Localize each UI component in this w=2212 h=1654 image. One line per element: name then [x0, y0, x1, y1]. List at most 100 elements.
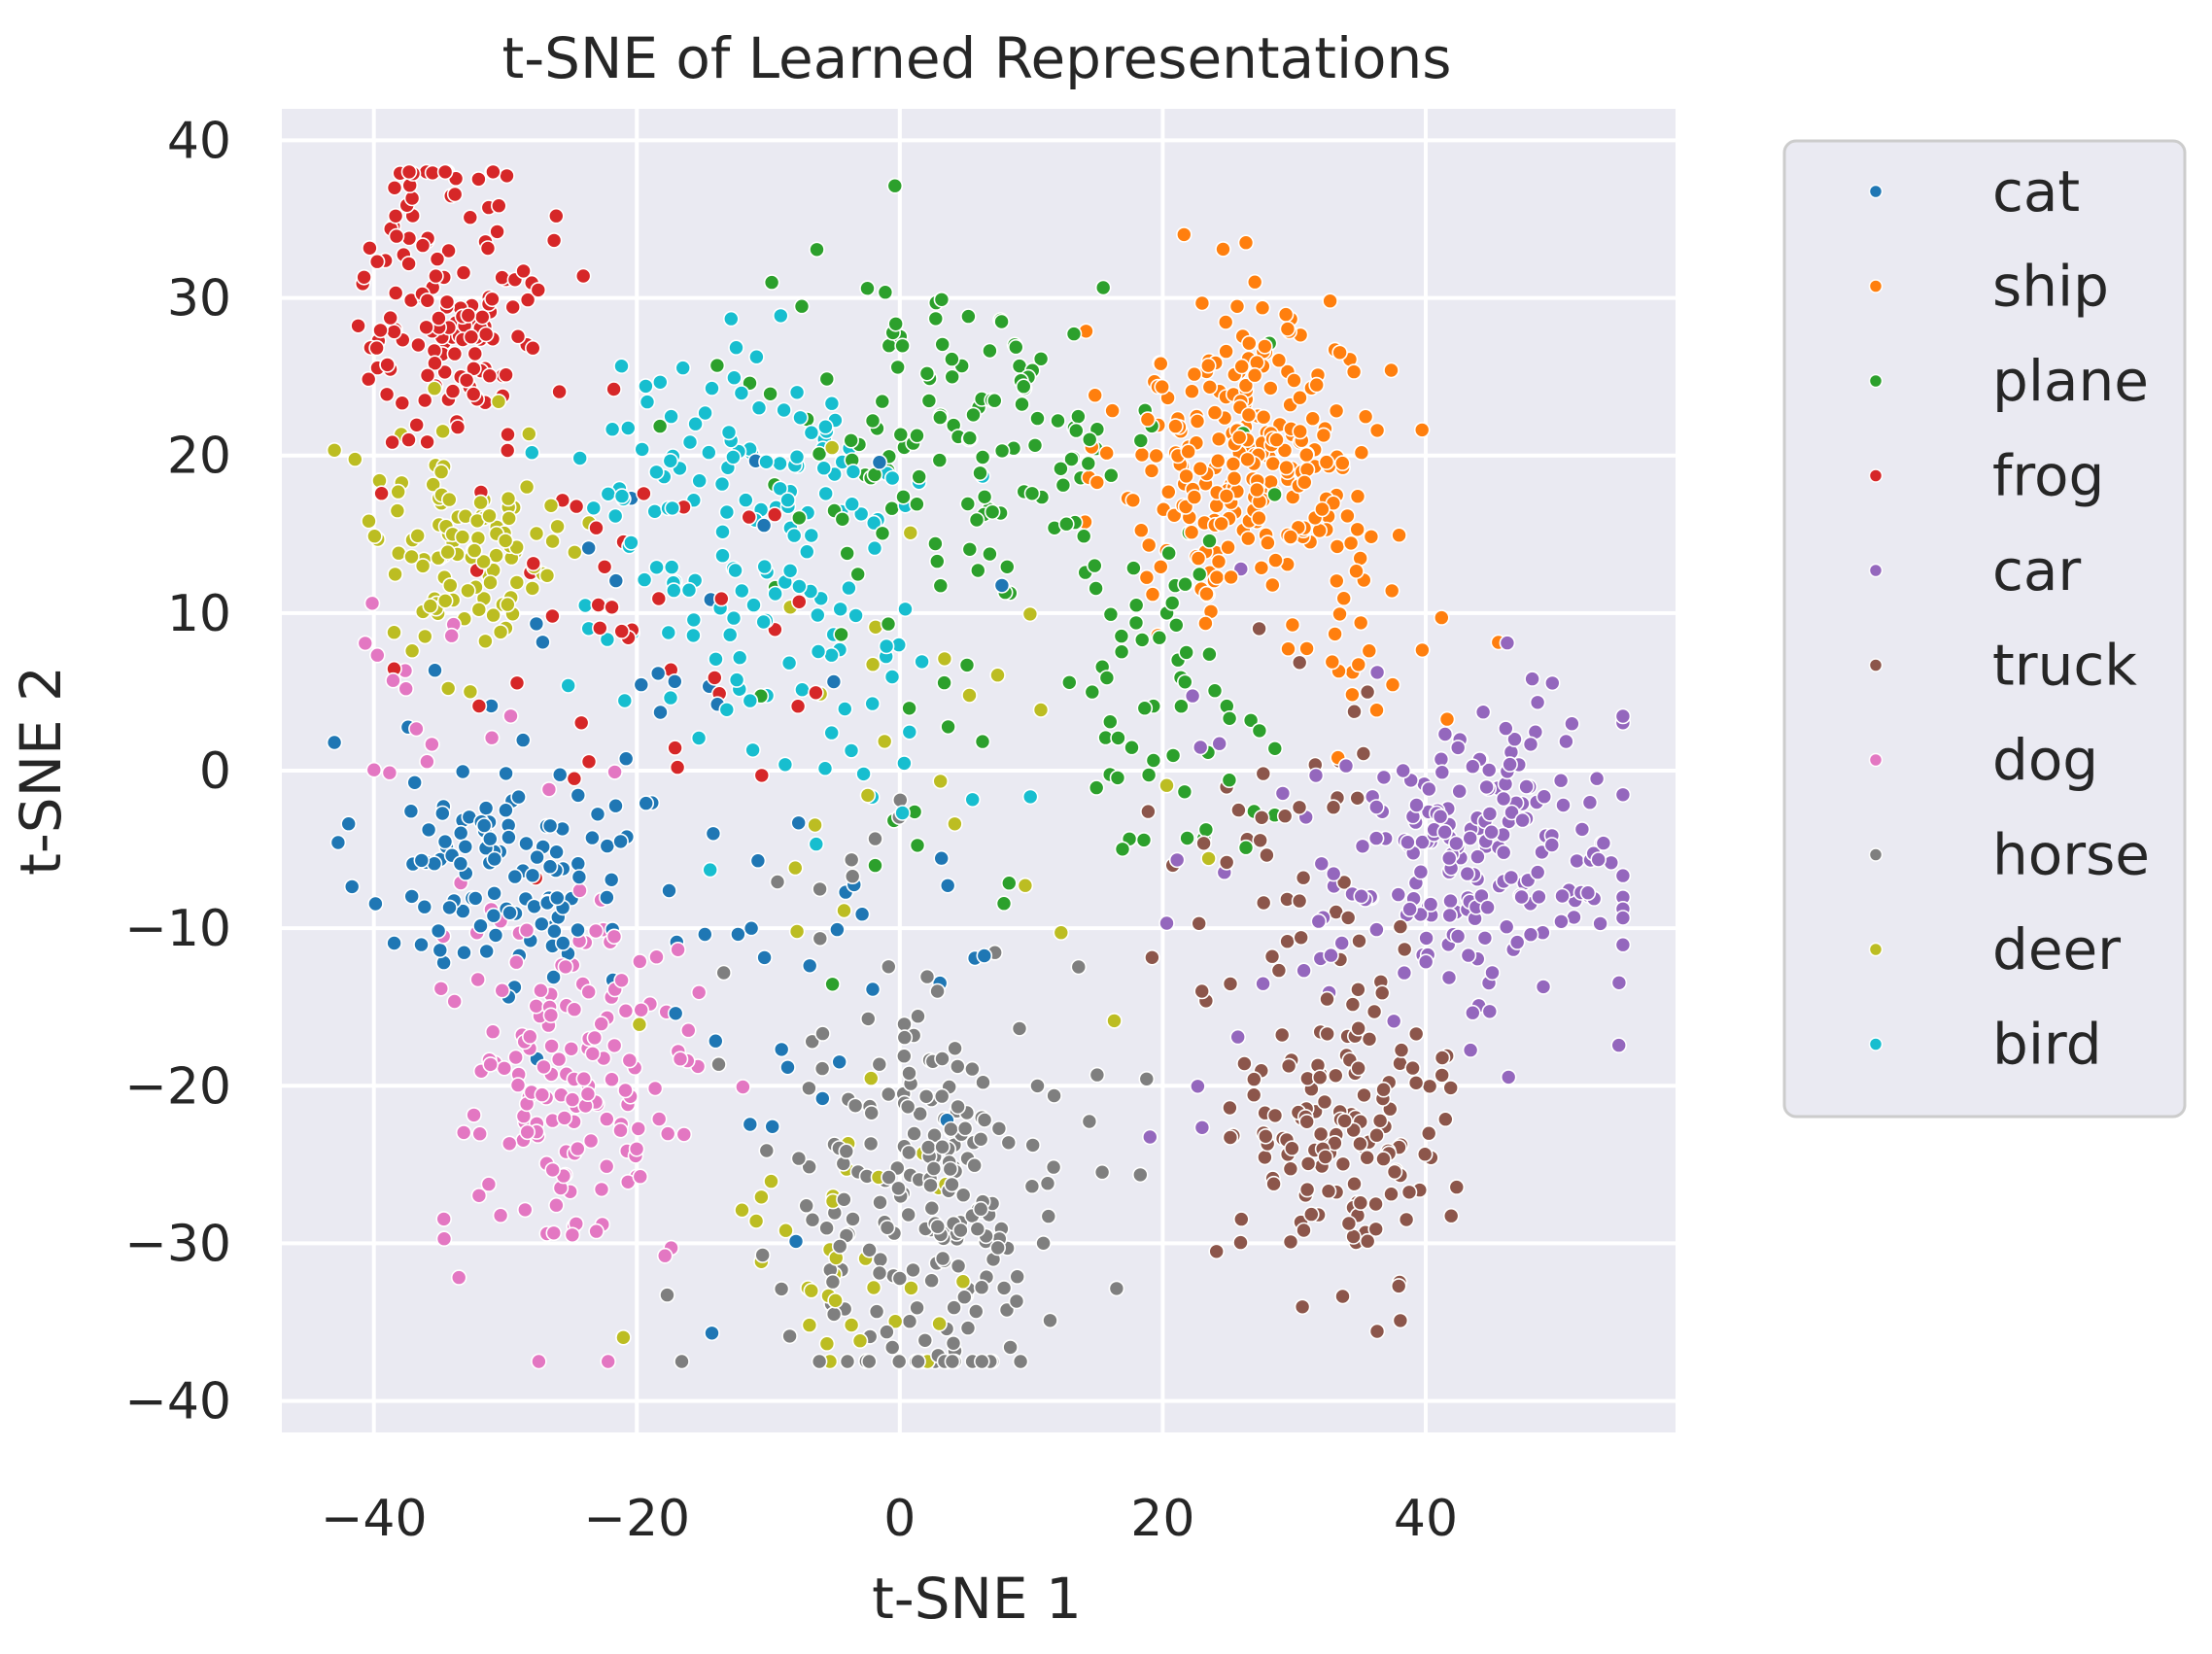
point-frog — [356, 268, 372, 286]
point-plane — [1191, 566, 1208, 583]
point-bird — [794, 681, 811, 699]
point-plane — [944, 351, 960, 367]
point-frog — [485, 163, 501, 181]
point-car — [1543, 837, 1561, 853]
point-deer — [876, 733, 893, 750]
point-bird — [841, 579, 857, 597]
point-horse — [813, 1060, 831, 1077]
point-bird — [616, 692, 634, 709]
point-deer — [1200, 850, 1217, 867]
point-bird — [560, 677, 577, 694]
point-bird — [878, 637, 895, 655]
point-dog — [397, 680, 415, 698]
point-dog — [455, 1124, 472, 1141]
point-horse — [1040, 1208, 1057, 1224]
point-horse — [917, 1088, 935, 1105]
point-plane — [909, 837, 926, 854]
point-ship — [1413, 422, 1431, 438]
point-horse — [972, 1131, 989, 1148]
point-truck — [1448, 1179, 1466, 1195]
point-deer — [851, 1332, 869, 1349]
point-horse — [814, 1025, 831, 1042]
point-bird — [728, 339, 744, 357]
point-car — [1524, 671, 1540, 687]
point-cat — [533, 915, 550, 933]
point-deer — [961, 687, 978, 704]
point-bird — [725, 449, 742, 465]
point-horse — [990, 1120, 1008, 1137]
point-dog — [528, 998, 545, 1015]
x-tick-label: 0 — [883, 1490, 916, 1548]
point-dog — [575, 1070, 593, 1087]
point-truck — [1350, 981, 1366, 998]
point-dog — [480, 1176, 498, 1192]
point-dog — [598, 1111, 615, 1127]
point-cat — [436, 833, 454, 850]
point-frog — [551, 383, 568, 400]
point-frog — [572, 714, 590, 732]
point-car — [1553, 913, 1570, 930]
point-car — [1449, 740, 1467, 756]
point-truck — [1294, 1298, 1311, 1316]
point-bird — [742, 692, 759, 709]
point-ship — [1267, 552, 1284, 569]
point-ship — [1279, 321, 1296, 337]
point-deer — [500, 490, 517, 507]
point-horse — [710, 1055, 727, 1073]
point-truck — [1246, 1071, 1262, 1087]
point-frog — [605, 381, 622, 397]
point-cat — [518, 835, 535, 852]
point-dog — [605, 928, 623, 946]
point-frog — [446, 186, 464, 203]
point-horse — [959, 1320, 977, 1336]
point-plane — [965, 406, 982, 424]
point-dog — [606, 764, 623, 780]
point-horse — [824, 1273, 842, 1291]
point-horse — [955, 1289, 973, 1305]
point-dog — [659, 1125, 676, 1142]
point-plane — [968, 511, 985, 529]
point-bird — [728, 672, 745, 688]
point-plane — [934, 336, 951, 353]
point-horse — [933, 1087, 950, 1105]
y-tick-label: −20 — [124, 1057, 231, 1116]
point-ship — [1282, 529, 1299, 545]
point-ship — [1348, 563, 1365, 580]
point-frog — [524, 339, 541, 357]
point-truck — [1279, 933, 1296, 950]
point-ship — [1201, 378, 1219, 396]
point-bird — [1021, 788, 1039, 806]
point-car — [1325, 865, 1342, 882]
point-ship — [1186, 365, 1203, 383]
point-horse — [1023, 1178, 1041, 1194]
point-plane — [843, 431, 860, 449]
point-ship — [1318, 454, 1335, 470]
x-tick-label: 40 — [1394, 1490, 1458, 1548]
point-plane — [944, 368, 961, 386]
point-plane — [1102, 713, 1119, 731]
point-horse — [1029, 1078, 1046, 1094]
point-deer — [441, 577, 459, 594]
point-ship — [1357, 408, 1374, 426]
point-cat — [546, 922, 563, 940]
point-car — [1514, 811, 1531, 829]
point-deer — [326, 441, 343, 459]
point-ship — [1329, 572, 1345, 590]
point-bird — [964, 791, 982, 809]
point-plane — [1242, 711, 1260, 729]
point-bird — [646, 502, 664, 520]
point-car — [1436, 726, 1454, 742]
point-cat — [329, 834, 347, 851]
point-plane — [972, 465, 988, 482]
point-deer — [432, 464, 450, 480]
point-truck — [1335, 874, 1353, 891]
point-plane — [936, 674, 952, 691]
point-dog — [557, 958, 574, 976]
point-dog — [492, 1207, 509, 1223]
point-car — [1390, 886, 1407, 903]
point-dog — [365, 761, 383, 778]
point-dog — [690, 983, 708, 1001]
point-cat — [779, 1059, 796, 1076]
point-dog — [584, 1046, 602, 1062]
point-horse — [901, 1313, 918, 1329]
